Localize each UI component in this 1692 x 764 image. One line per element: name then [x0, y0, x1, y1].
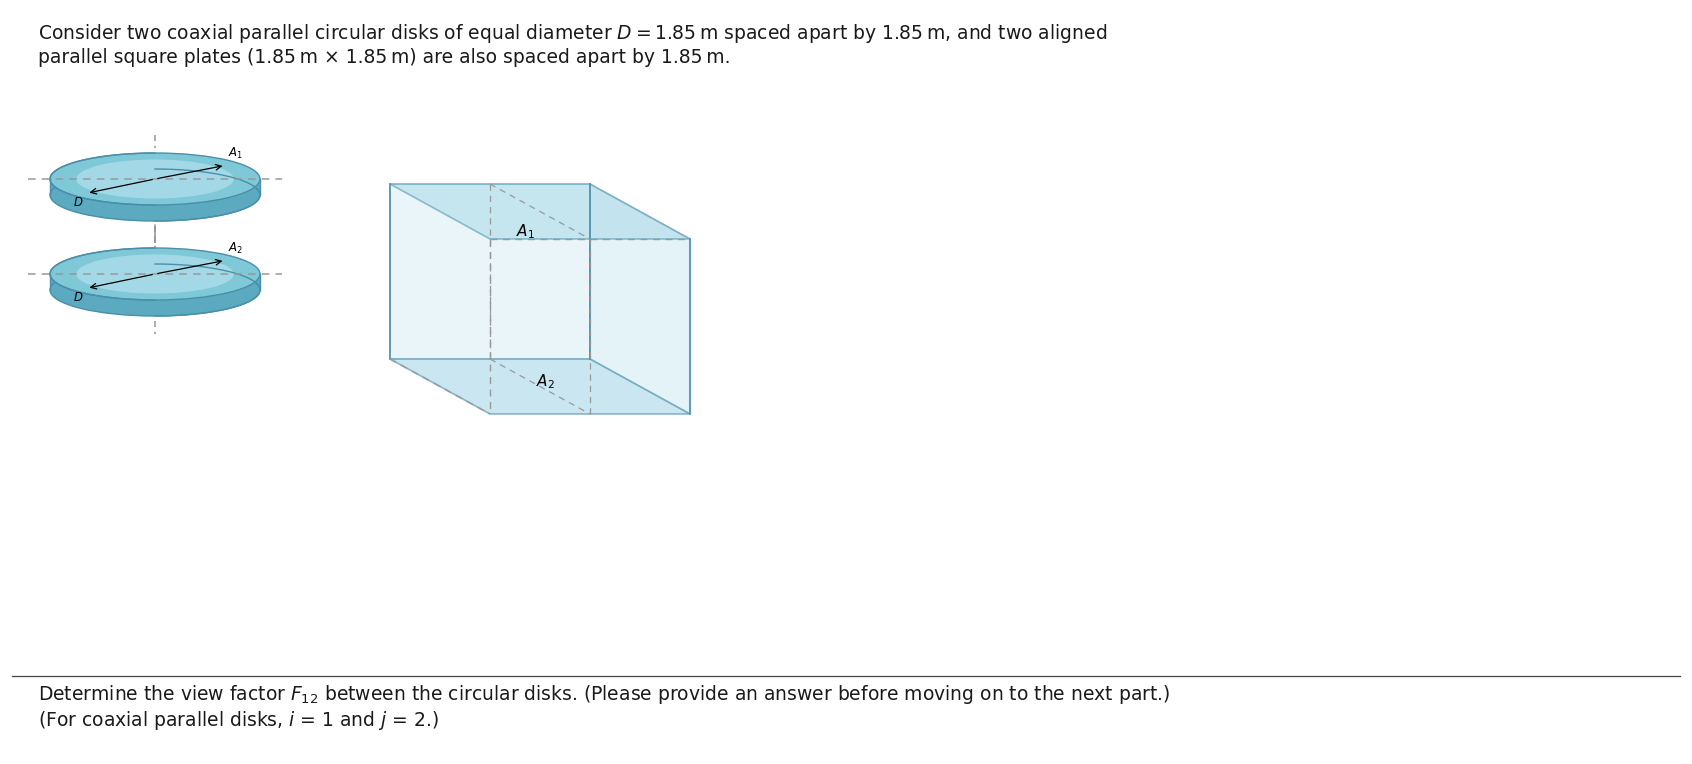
- Polygon shape: [389, 359, 690, 414]
- Ellipse shape: [51, 264, 261, 316]
- Text: $D$: $D$: [73, 196, 83, 209]
- Text: parallel square plates (1.85 m × 1.85 m) are also spaced apart by 1.85 m.: parallel square plates (1.85 m × 1.85 m)…: [37, 48, 731, 67]
- Polygon shape: [51, 274, 261, 316]
- Text: $A_2$: $A_2$: [228, 241, 244, 257]
- Ellipse shape: [51, 153, 261, 205]
- Text: Consider two coaxial parallel circular disks of equal diameter $D$ = 1.85 m spac: Consider two coaxial parallel circular d…: [37, 22, 1107, 45]
- Ellipse shape: [51, 169, 261, 221]
- Text: $D$: $D$: [73, 291, 83, 304]
- Polygon shape: [51, 179, 261, 221]
- Polygon shape: [591, 184, 690, 414]
- Polygon shape: [389, 184, 591, 359]
- Text: $A_1$: $A_1$: [228, 146, 244, 161]
- Text: Determine the view factor $F_{12}$ between the circular disks. (Please provide a: Determine the view factor $F_{12}$ betwe…: [37, 683, 1171, 706]
- Text: $A_1$: $A_1$: [516, 222, 535, 241]
- Ellipse shape: [51, 248, 261, 300]
- Ellipse shape: [76, 160, 233, 199]
- Text: $A_2$: $A_2$: [536, 372, 555, 391]
- Text: (For coaxial parallel disks, $i$ = 1 and $j$ = 2.): (For coaxial parallel disks, $i$ = 1 and…: [37, 709, 438, 732]
- Ellipse shape: [76, 254, 233, 293]
- Polygon shape: [389, 184, 690, 239]
